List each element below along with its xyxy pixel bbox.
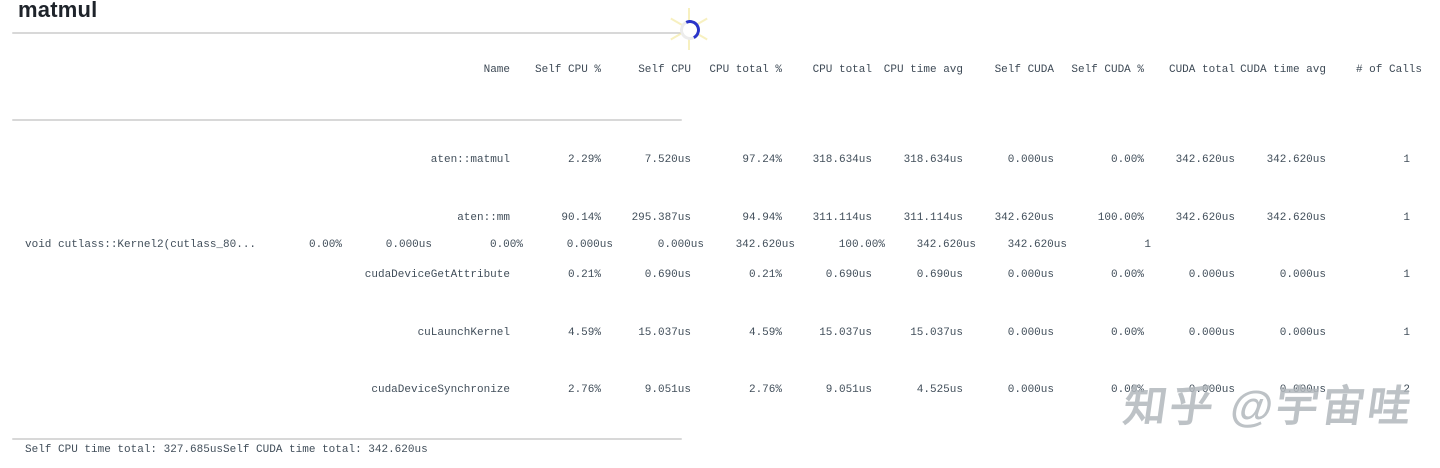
cell-cpu-time-avg: 318.634us bbox=[903, 154, 963, 166]
column-header-cuda-total: CUDA total bbox=[1168, 64, 1235, 76]
cell-num-calls: 1 bbox=[1403, 269, 1410, 281]
cell-cuda-time-avg: 342.620us bbox=[1266, 212, 1326, 224]
cell-cpu-total-pct: 0.00% bbox=[489, 239, 523, 251]
column-header-name: Name bbox=[483, 64, 510, 76]
cell-num-calls: 1 bbox=[1144, 239, 1151, 251]
cell-self-cuda-pct: 0.00% bbox=[1110, 327, 1144, 339]
cell-cpu-total-pct: 94.94% bbox=[742, 212, 782, 224]
column-header-self-cpu-pct: Self CPU % bbox=[534, 64, 601, 76]
cell-cpu-total-pct: 4.59% bbox=[748, 327, 782, 339]
cell-cuda-time-avg: 342.620us bbox=[1007, 239, 1067, 251]
cell-self-cuda: 342.620us bbox=[735, 239, 795, 251]
cell-self-cpu-pct: 0.00% bbox=[308, 239, 342, 251]
cell-self-cpu-pct: 2.76% bbox=[567, 384, 601, 396]
column-header-cpu-time-avg: CPU time avg bbox=[883, 64, 963, 76]
column-header-self-cuda: Self CUDA bbox=[994, 64, 1054, 76]
cell-self-cpu: 15.037us bbox=[638, 327, 691, 339]
cell-cpu-time-avg: 4.525us bbox=[916, 384, 963, 396]
header-divider bbox=[12, 119, 682, 121]
cell-num-calls: 2 bbox=[1403, 384, 1410, 396]
table-header-row: Name Self CPU % Self CPU CPU total % CPU… bbox=[18, 62, 1422, 78]
column-header-cpu-total: CPU total bbox=[812, 64, 872, 76]
cell-self-cuda: 0.000us bbox=[1007, 327, 1054, 339]
cell-cpu-total-pct: 0.21% bbox=[748, 269, 782, 281]
cell-cpu-total-pct: 2.76% bbox=[748, 384, 782, 396]
cell-self-cuda-pct: 100.00% bbox=[838, 239, 885, 251]
cell-self-cpu: 0.000us bbox=[385, 239, 432, 251]
cell-self-cuda: 0.000us bbox=[1007, 384, 1054, 396]
cell-cpu-total: 0.000us bbox=[566, 239, 613, 251]
cell-cuda-total: 0.000us bbox=[1188, 327, 1235, 339]
table-row: aten::mm 90.14% 295.387us 94.94% 311.114… bbox=[18, 210, 1422, 226]
cell-cpu-time-avg: 15.037us bbox=[910, 327, 963, 339]
row-name-cell: cudaDeviceSynchronize bbox=[371, 384, 510, 396]
row-name-cell: aten::matmul bbox=[430, 154, 510, 166]
cell-self-cuda: 0.000us bbox=[1007, 154, 1054, 166]
cell-self-cpu: 295.387us bbox=[631, 212, 691, 224]
column-header-self-cpu: Self CPU bbox=[638, 64, 691, 76]
column-header-cuda-time-avg: CUDA time avg bbox=[1240, 64, 1326, 76]
table-row: cudaDeviceGetAttribute 0.21% 0.690us 0.2… bbox=[18, 267, 1422, 283]
table-row: aten::matmul 2.29% 7.520us 97.24% 318.63… bbox=[18, 152, 1422, 168]
cell-self-cpu-pct: 2.29% bbox=[567, 154, 601, 166]
loading-spinner-icon bbox=[677, 17, 703, 43]
column-header-self-cuda-pct: Self CUDA % bbox=[1071, 64, 1144, 76]
row-name-cell: aten::mm bbox=[457, 212, 510, 224]
cpu-time-total: Self CPU time total: 327.685us bbox=[25, 444, 224, 456]
column-header-num-calls: # of Calls bbox=[1355, 64, 1422, 76]
table-row: cuLaunchKernel 4.59% 15.037us 4.59% 15.0… bbox=[18, 325, 1422, 341]
cell-self-cuda: 0.000us bbox=[1007, 269, 1054, 281]
table-row: void cutlass::Kernel2(cutlass_80... 0.00… bbox=[18, 237, 1163, 253]
table-row: cudaDeviceSynchronize 2.76% 9.051us 2.76… bbox=[18, 382, 1422, 398]
cell-self-cuda-pct: 0.00% bbox=[1110, 384, 1144, 396]
cell-self-cpu-pct: 0.21% bbox=[567, 269, 601, 281]
cell-self-cuda-pct: 0.00% bbox=[1110, 154, 1144, 166]
time-totals: Self CPU time total: 327.685usSelf CUDA … bbox=[25, 442, 428, 458]
cell-cpu-total: 318.634us bbox=[812, 154, 872, 166]
cell-cuda-total: 342.620us bbox=[1175, 212, 1235, 224]
cell-cuda-time-avg: 342.620us bbox=[1266, 154, 1326, 166]
cell-self-cpu: 0.690us bbox=[644, 269, 691, 281]
cell-cpu-total: 15.037us bbox=[819, 327, 872, 339]
cell-cpu-time-avg: 311.114us bbox=[903, 212, 963, 224]
cell-self-cpu: 9.051us bbox=[644, 384, 691, 396]
cell-cuda-time-avg: 0.000us bbox=[1279, 384, 1326, 396]
title-underline-divider bbox=[12, 32, 682, 34]
cell-self-cpu-pct: 4.59% bbox=[567, 327, 601, 339]
cell-self-cuda-pct: 0.00% bbox=[1110, 269, 1144, 281]
cell-cuda-time-avg: 0.000us bbox=[1279, 327, 1326, 339]
page-title: matmul bbox=[18, 0, 98, 22]
cell-cpu-total-pct: 97.24% bbox=[742, 154, 782, 166]
cell-cuda-total: 0.000us bbox=[1188, 269, 1235, 281]
cell-cpu-total: 0.690us bbox=[825, 269, 872, 281]
cuda-time-total: Self CUDA time total: 342.620us bbox=[223, 444, 428, 456]
cell-num-calls: 1 bbox=[1403, 212, 1410, 224]
cell-cuda-total: 0.000us bbox=[1188, 384, 1235, 396]
row-name-cell: cuLaunchKernel bbox=[417, 327, 510, 339]
cell-cuda-time-avg: 0.000us bbox=[1279, 269, 1326, 281]
cell-num-calls: 1 bbox=[1403, 327, 1410, 339]
cell-cpu-total: 311.114us bbox=[812, 212, 872, 224]
footer-divider bbox=[12, 438, 682, 440]
row-name-cell: cudaDeviceGetAttribute bbox=[364, 269, 510, 281]
cell-cuda-total: 342.620us bbox=[916, 239, 976, 251]
cell-num-calls: 1 bbox=[1403, 154, 1410, 166]
row-name-cell: void cutlass::Kernel2(cutlass_80... bbox=[25, 239, 257, 251]
cell-self-cpu: 7.520us bbox=[644, 154, 691, 166]
cell-cuda-total: 342.620us bbox=[1175, 154, 1235, 166]
cell-cpu-time-avg: 0.000us bbox=[657, 239, 704, 251]
cell-cpu-time-avg: 0.690us bbox=[916, 269, 963, 281]
cell-self-cuda: 342.620us bbox=[994, 212, 1054, 224]
column-header-cpu-total-pct: CPU total % bbox=[709, 64, 782, 76]
cell-self-cuda-pct: 100.00% bbox=[1097, 212, 1144, 224]
cell-self-cpu-pct: 90.14% bbox=[561, 212, 601, 224]
cell-cpu-total: 9.051us bbox=[825, 384, 872, 396]
